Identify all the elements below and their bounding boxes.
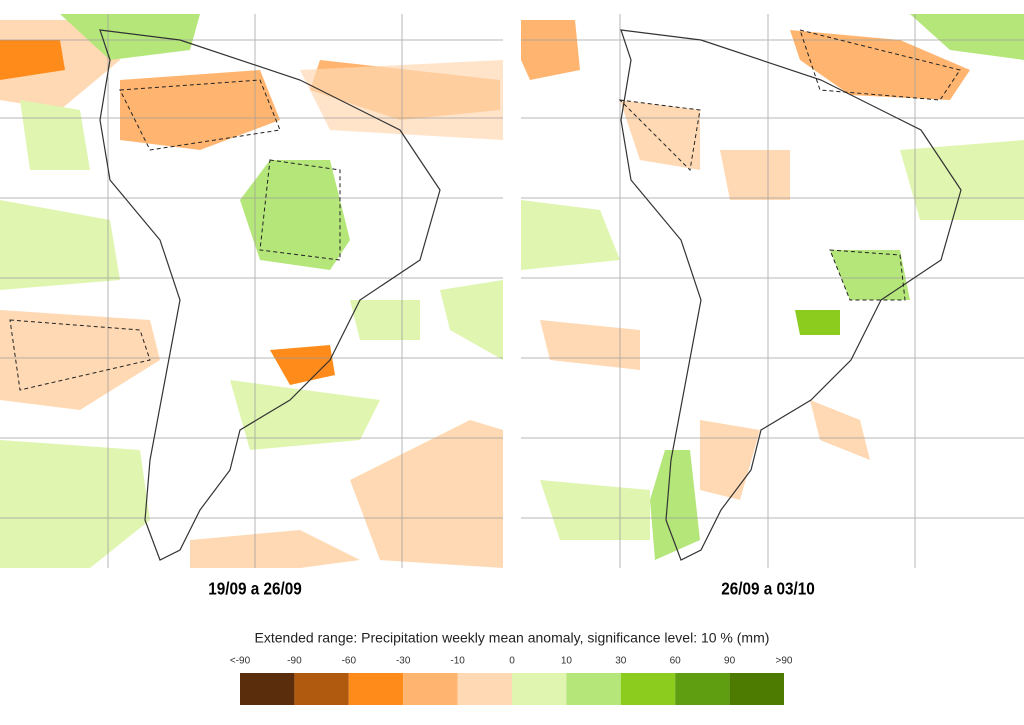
legend-label: <-90 xyxy=(230,656,251,667)
legend-label: 90 xyxy=(724,656,736,667)
legend-swatch xyxy=(294,673,349,705)
panel-caption: 26/09 a 03/10 xyxy=(721,579,814,599)
legend-label: -90 xyxy=(287,656,302,667)
legend-label: 10 xyxy=(561,656,573,667)
legend-label: 30 xyxy=(615,656,627,667)
legend: <-90 -90 -60 -30 -10 0 10 30 60 90 >90 xyxy=(230,656,793,705)
legend-swatch xyxy=(240,673,295,705)
legend-swatch xyxy=(512,673,567,705)
legend-swatch xyxy=(620,673,676,705)
map-left xyxy=(0,14,503,568)
legend-swatch xyxy=(348,673,404,705)
map-right xyxy=(521,14,1024,568)
legend-swatch xyxy=(675,673,730,705)
legend-label: >90 xyxy=(776,656,793,667)
legend-label: 0 xyxy=(509,656,515,667)
legend-label: -30 xyxy=(396,656,411,667)
panel-caption: 19/09 a 26/09 xyxy=(208,579,301,599)
legend-swatch xyxy=(457,673,512,705)
legend-swatch xyxy=(729,673,784,705)
legend-label: -10 xyxy=(450,656,465,667)
legend-label: 60 xyxy=(670,656,682,667)
legend-swatch xyxy=(403,673,458,705)
legend-title: Extended range: Precipitation weekly mea… xyxy=(255,630,770,646)
legend-label: -60 xyxy=(342,656,357,667)
legend-swatch xyxy=(566,673,621,705)
